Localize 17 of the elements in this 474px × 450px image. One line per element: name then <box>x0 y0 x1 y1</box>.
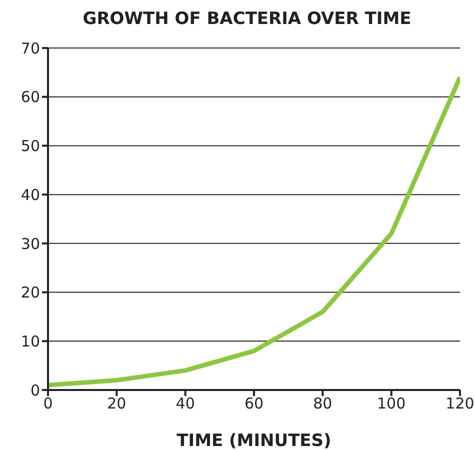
chart-title: GROWTH OF BACTERIA OVER TIME <box>82 8 412 31</box>
x-tick-label: 40 <box>176 394 195 413</box>
x-tick-label: 60 <box>244 394 264 413</box>
y-tick-label: 0 <box>30 381 40 400</box>
x-tick-label: 80 <box>313 394 332 413</box>
x-tick-label: 20 <box>107 394 126 413</box>
y-tick-label: 60 <box>20 88 40 106</box>
y-tick-label: 10 <box>20 332 40 350</box>
y-tick-label: 40 <box>20 186 40 204</box>
x-tick-label: 100 <box>377 394 406 413</box>
x-axis-title: TIME (MINUTES) <box>176 431 332 450</box>
y-tick-label: 20 <box>20 284 40 302</box>
x-tick-label: 0 <box>43 394 53 413</box>
y-tick-label: 50 <box>20 137 40 156</box>
y-tick-label: 70 <box>20 39 40 58</box>
y-tick-label: 30 <box>20 234 40 253</box>
x-tick-label: 120 <box>446 394 474 413</box>
